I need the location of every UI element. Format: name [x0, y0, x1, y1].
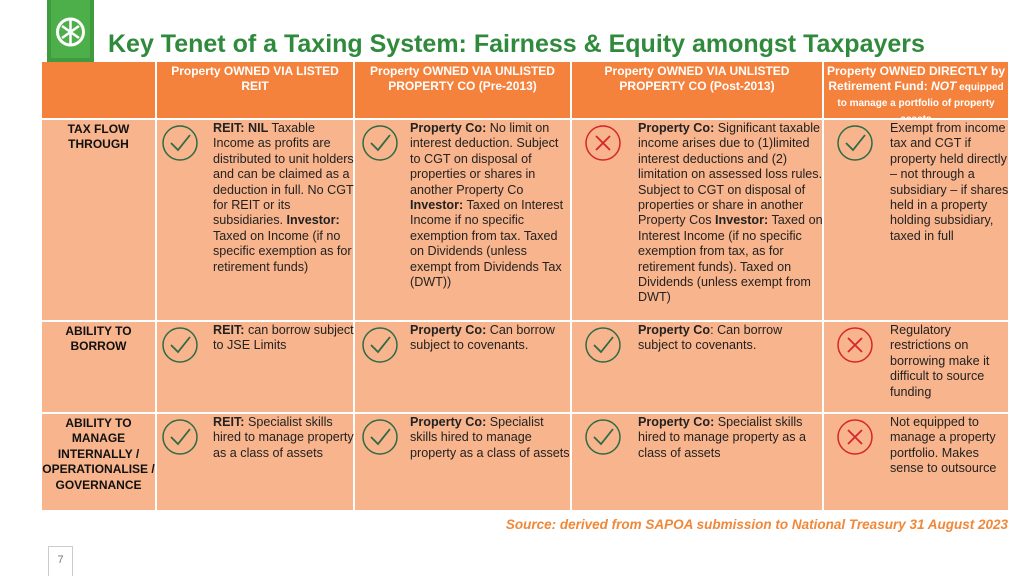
text-run: can borrow subject to JSE Limits [213, 323, 354, 353]
text-run: No limit on interest deduction. Subject … [410, 121, 559, 197]
cell-text: Exempt from income tax and CGT if proper… [890, 121, 1009, 244]
check-icon [362, 419, 398, 455]
row-label: ABILITY TO MANAGE INTERNALLY / OPERATION… [42, 414, 155, 510]
table-cell [355, 322, 570, 412]
cell-text: Property Co: Specialist skills hired to … [638, 415, 823, 461]
text-run: Significant taxable income arises due to… [638, 121, 823, 228]
column-header: Property OWNED VIA UNLISTED PROPERTY CO … [355, 62, 570, 118]
cross-icon [837, 327, 873, 363]
text-run: Investor: [286, 213, 340, 228]
logo [47, 0, 94, 62]
text-run: REIT: [213, 415, 245, 429]
cell-text: Not equipped to manage a property portfo… [890, 415, 1009, 477]
text-run: Can borrow subject to covenants. [410, 323, 555, 353]
text-run: equipped to manage a portfolio of proper… [837, 82, 1004, 118]
check-icon [162, 419, 198, 455]
table-cell [824, 120, 1008, 320]
text-run: Property Co: [410, 121, 487, 135]
column-header: Property OWNED VIA LISTED REIT [157, 62, 353, 118]
check-icon [585, 327, 621, 363]
column-header: Property OWNED VIA UNLISTED PROPERTY CO … [572, 62, 822, 118]
cell-text: Property Co: Can borrow subject to coven… [638, 323, 823, 354]
table-cell [355, 120, 570, 320]
text-run: Exempt from income tax and CGT if proper… [890, 121, 1009, 243]
text-run: Property OWNED VIA UNLISTED PROPERTY CO … [370, 64, 555, 93]
check-icon [362, 125, 398, 161]
text-run: Property Co: [410, 323, 487, 337]
row-label: ABILITY TO BORROW [42, 322, 155, 412]
cell-text: Property Co: No limit on interest deduct… [410, 121, 571, 290]
text-run: REIT: [213, 323, 245, 337]
slide-title: Key Tenet of a Taxing System: Fairness &… [108, 30, 925, 58]
table-cell [572, 322, 822, 412]
table-cell [572, 414, 822, 510]
cell-text: Regulatory restrictions on borrowing mak… [890, 323, 1009, 400]
text-run: Taxed on Interest Income if no specific … [410, 198, 564, 290]
text-run: Property OWNED VIA LISTED REIT [171, 64, 339, 93]
text-run: Taxable Income as profits are distribute… [213, 121, 354, 228]
text-run: Investor: [715, 213, 769, 228]
table-cell [824, 414, 1008, 510]
text-run: Specialist skills hired to manage proper… [410, 415, 570, 460]
page-box [48, 546, 73, 576]
cell-text: REIT: Specialist skills hired to manage … [213, 415, 354, 461]
text-run: Specialist skills hired to manage proper… [213, 415, 354, 460]
text-run: Property Co: [638, 415, 715, 429]
check-icon [837, 125, 873, 161]
text-run: Property Co: [638, 121, 715, 135]
text-run: Not equipped to manage a property portfo… [890, 415, 997, 476]
text-run: Property OWNED DIRECTLY by Retirement Fu… [826, 64, 1006, 93]
text-run: REIT: NIL [213, 121, 269, 135]
cell-text: REIT: NIL Taxable Income as profits are … [213, 121, 354, 275]
table-cell [572, 120, 822, 320]
page-number: 7 [57, 554, 64, 566]
text-run: Property Co: [410, 415, 487, 429]
check-icon [585, 419, 621, 455]
cell-text: REIT: can borrow subject to JSE Limits [213, 323, 354, 354]
text-run: Investor: [410, 198, 464, 213]
text-run: Taxed on Interest Income (if no specific… [638, 213, 823, 305]
text-run: Property OWNED VIA UNLISTED PROPERTY CO … [604, 64, 790, 93]
source-note: Source: derived from SAPOA submission to… [505, 517, 1008, 532]
text-run: : Can borrow subject to covenants. [638, 323, 783, 353]
text-run: Regulatory restrictions on borrowing mak… [890, 323, 990, 399]
row-label: TAX FLOW THROUGH [42, 120, 155, 320]
cell-text: Property Co: Specialist skills hired to … [410, 415, 571, 461]
column-header: Property OWNED DIRECTLY by Retirement Fu… [824, 62, 1008, 118]
text-run: Specialist skills hired to manage proper… [638, 415, 807, 460]
cell-text: Property Co: Significant taxable income … [638, 121, 823, 306]
table-cell [157, 120, 353, 320]
header-cell [42, 62, 155, 118]
cross-icon [837, 419, 873, 455]
text-run: Taxed on Income (if no specific exemptio… [213, 228, 352, 274]
table-cell [824, 322, 1008, 412]
check-icon [362, 327, 398, 363]
table-cell [355, 414, 570, 510]
cell-text: Property Co: Can borrow subject to coven… [410, 323, 571, 354]
check-icon [162, 125, 198, 161]
text-run: NOT [931, 79, 957, 93]
text-run: Property Co [638, 323, 711, 337]
check-icon [162, 327, 198, 363]
cross-icon [585, 125, 621, 161]
